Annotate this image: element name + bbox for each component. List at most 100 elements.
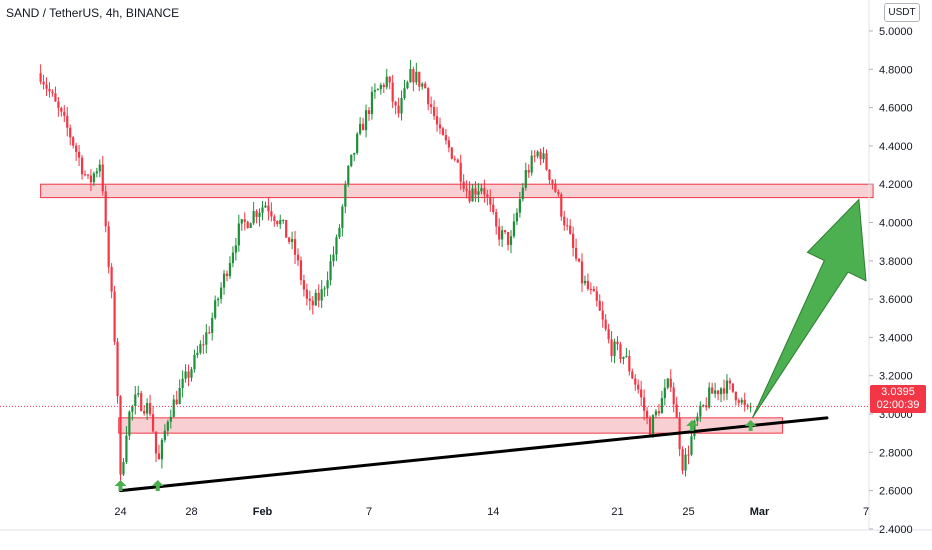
candle-body — [690, 436, 693, 455]
candle-body — [178, 388, 181, 404]
candle-body — [705, 405, 708, 408]
resistance-zone[interactable] — [40, 183, 874, 199]
candle-body — [533, 155, 536, 157]
candle-body — [515, 212, 519, 222]
candle-body — [42, 81, 45, 85]
candle-body — [569, 225, 572, 234]
candle-body — [302, 280, 306, 290]
candle-body — [489, 197, 492, 205]
candle-body — [69, 127, 72, 138]
candle-body — [607, 329, 610, 340]
candle-body — [86, 174, 90, 176]
candle-body — [154, 431, 158, 454]
candle-body — [468, 190, 471, 202]
candle-body — [675, 404, 678, 418]
candle-body — [486, 194, 489, 198]
price-tick-label: 3.4000 — [879, 332, 913, 344]
candle-body — [143, 410, 146, 414]
candle-body — [311, 300, 314, 306]
candle-body — [356, 133, 359, 153]
candle-body — [574, 247, 578, 259]
candle-body — [731, 383, 734, 392]
last-price-tag: 3.0395 02:00:39 — [870, 385, 926, 413]
price-tick-label: 2.4000 — [879, 524, 913, 536]
candle-body — [125, 435, 128, 462]
candle-body — [350, 154, 353, 166]
candle-body — [453, 158, 456, 160]
candle-body — [444, 135, 448, 141]
candle-body — [435, 116, 439, 125]
candle-body — [509, 236, 513, 245]
candle-body — [657, 411, 661, 414]
candle-body — [107, 226, 110, 267]
candle-body — [465, 188, 468, 191]
candle-body — [308, 298, 311, 301]
candle-body — [187, 371, 190, 378]
candle-body — [412, 69, 415, 83]
candle-body — [54, 93, 57, 102]
candle-body — [539, 151, 542, 160]
candle-body — [586, 280, 590, 289]
candle-body — [66, 115, 69, 128]
time-axis[interactable]: 24 28 Feb 7 14 21 25 Mar 7 — [114, 506, 869, 518]
candle-body — [219, 287, 223, 299]
candle-body — [208, 332, 211, 334]
currency-badge[interactable]: USDT — [884, 3, 920, 22]
candle-body — [595, 291, 598, 301]
bounce-arrow-icon — [114, 480, 127, 491]
support-zone[interactable] — [118, 417, 784, 434]
time-tick-label: 25 — [682, 506, 694, 518]
last-price-value: 3.0395 — [881, 386, 915, 398]
candle-body — [116, 341, 119, 397]
candle-body — [432, 106, 436, 117]
time-tick-label: Feb — [253, 506, 273, 518]
candle-body — [258, 212, 261, 217]
candle-body — [228, 263, 232, 277]
candle-body — [637, 384, 640, 390]
candle-body — [397, 105, 400, 114]
candle-body — [261, 207, 264, 213]
candle-body — [172, 399, 175, 417]
candle-body — [335, 237, 338, 255]
candle-body — [631, 371, 634, 379]
candle-body — [104, 191, 107, 227]
time-tick-label: 24 — [114, 506, 126, 518]
candle-body — [498, 226, 501, 240]
candle-body — [255, 211, 258, 217]
candle-body — [246, 221, 249, 228]
candle-body — [190, 369, 193, 378]
price-axis[interactable]: 5.0000 4.8000 4.6000 4.4000 4.2000 4.0000 3.80… — [869, 26, 913, 536]
candle-body — [323, 288, 326, 290]
candle-body — [140, 393, 143, 411]
candle-body — [725, 380, 729, 394]
candle-body — [601, 310, 604, 320]
candle-body — [77, 151, 81, 158]
candle-body — [347, 165, 350, 184]
support-trendline[interactable] — [119, 416, 829, 493]
candle-body — [477, 191, 480, 195]
candle-body — [175, 399, 178, 404]
candle-body — [89, 175, 93, 183]
candle-body — [702, 405, 705, 407]
candle-body — [249, 223, 252, 228]
candle-body — [273, 216, 276, 222]
candle-body — [373, 90, 377, 92]
candle-body — [338, 227, 341, 238]
candle-body — [163, 430, 166, 440]
candle-body — [234, 245, 237, 253]
candle-body — [160, 439, 164, 460]
projection-arrow-icon[interactable] — [751, 198, 867, 419]
candle-body — [267, 205, 270, 212]
candle-body — [450, 147, 453, 159]
candle-body — [719, 388, 723, 395]
candle-body — [548, 169, 551, 181]
candle-body — [101, 164, 104, 192]
candle-body — [320, 289, 323, 301]
candle-body — [622, 356, 625, 359]
candle-body — [560, 194, 563, 217]
candle-body — [317, 292, 320, 301]
candle-body — [72, 137, 75, 146]
time-tick-label: 7 — [366, 506, 372, 518]
